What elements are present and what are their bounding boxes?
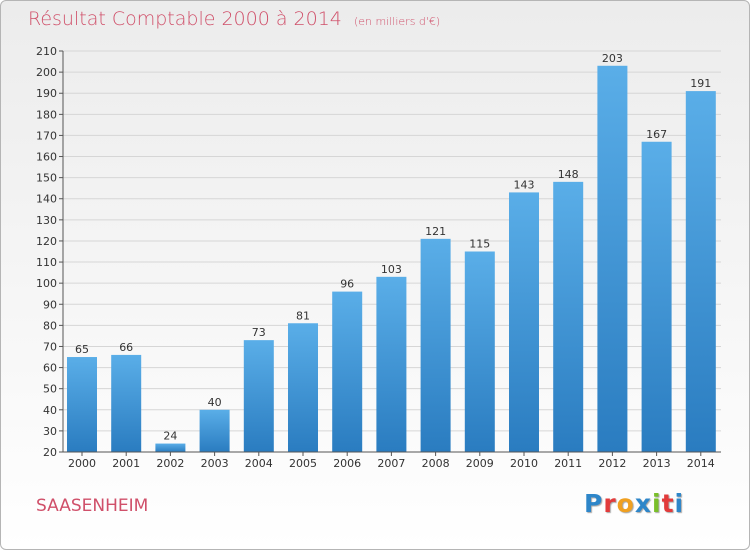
commune-name: SAASENHEIM — [36, 496, 149, 516]
bar-2011 — [553, 181, 584, 452]
y-tick-label: 50 — [43, 383, 57, 396]
y-tick-label: 120 — [36, 235, 57, 248]
x-tick-label: 2002 — [156, 457, 184, 470]
y-tick-label: 60 — [43, 362, 57, 375]
bar-value-label: 148 — [558, 168, 579, 181]
x-tick-label: 2011 — [554, 457, 582, 470]
y-tick-label: 80 — [43, 319, 57, 332]
bar-2004 — [243, 340, 274, 452]
bar-2001 — [111, 354, 142, 452]
y-tick-label: 100 — [36, 277, 57, 290]
bar-2014 — [685, 91, 716, 452]
axes: 20 30 40 50 60 70 80 90 100 110 120 130 140 150 160 170… — [36, 45, 721, 470]
bar-value-label: 96 — [340, 278, 354, 291]
y-tick-label: 180 — [36, 108, 57, 121]
bar-2007 — [376, 276, 407, 452]
x-tick-label: 2012 — [598, 457, 626, 470]
y-tick-label: 130 — [36, 214, 57, 227]
bar-value-label: 65 — [75, 343, 89, 356]
y-tick-label: 170 — [36, 129, 57, 142]
bars: 65 66 24 40 73 81 96 103 121 115 143 148 203 167 191 — [67, 52, 716, 452]
logo-letter: P — [584, 489, 604, 518]
bar-2012 — [597, 65, 628, 452]
y-tick-label: 70 — [43, 340, 57, 353]
logo-letter: i — [652, 489, 662, 518]
y-tick-label: 210 — [36, 45, 57, 58]
bar-2000 — [67, 357, 97, 452]
logo-letter: t — [661, 489, 675, 518]
x-tick-label: 2005 — [289, 457, 317, 470]
chart-title: Résultat Comptable 2000 à 2014 (en milli… — [28, 8, 440, 30]
bar-2009 — [464, 251, 495, 452]
chart-subtitle: (en milliers d'€) — [353, 15, 441, 28]
y-tick-label: 200 — [36, 66, 57, 79]
x-tick-label: 2003 — [201, 457, 229, 470]
x-tick-label: 2006 — [333, 457, 361, 470]
y-tick-label: 140 — [36, 193, 57, 206]
x-tick-label: 2007 — [377, 457, 405, 470]
bar-value-label: 73 — [252, 326, 266, 339]
logo-letter: i — [674, 489, 685, 518]
logo-letter: r — [603, 489, 617, 518]
y-tick-label: 190 — [36, 87, 57, 100]
bar-2010 — [509, 192, 539, 452]
x-tick-label: 2000 — [68, 457, 96, 470]
bar-2013 — [641, 141, 672, 452]
x-tick-label: 2008 — [422, 457, 450, 470]
logo-letter: x — [634, 489, 652, 518]
bar-value-label: 115 — [469, 238, 490, 251]
x-tick-label: 2001 — [112, 457, 140, 470]
bar-value-label: 66 — [119, 341, 133, 354]
y-tick-label: 30 — [43, 425, 57, 438]
bar-2003 — [199, 409, 230, 452]
bar-value-label: 40 — [208, 396, 222, 409]
bar-value-label: 167 — [646, 128, 667, 141]
x-tick-label: 2004 — [245, 457, 273, 470]
y-tick-label: 160 — [36, 151, 57, 164]
bar-2008 — [420, 238, 451, 452]
bar-2006 — [332, 291, 363, 452]
bar-value-label: 143 — [514, 178, 535, 191]
y-tick-label: 40 — [43, 404, 57, 417]
y-tick-label: 20 — [43, 446, 57, 459]
x-tick-label: 2009 — [466, 457, 494, 470]
bar-value-label: 121 — [425, 225, 446, 238]
x-tick-label: 2013 — [643, 457, 671, 470]
logo-letter: o — [616, 489, 635, 518]
bar-value-label: 191 — [690, 77, 711, 90]
bar-2002 — [155, 443, 186, 452]
y-tick-label: 150 — [36, 172, 57, 185]
y-tick-label: 90 — [43, 298, 57, 311]
y-tick-label: 110 — [36, 256, 57, 269]
bar-value-label: 103 — [381, 263, 402, 276]
chart-title-text: Résultat Comptable 2000 à 2014 — [28, 8, 342, 30]
bar-value-label: 203 — [602, 52, 623, 65]
bar-value-label: 81 — [296, 309, 310, 322]
x-tick-label: 2010 — [510, 457, 538, 470]
bar-value-label: 24 — [163, 430, 177, 443]
proxiti-logo: Proxiti — [584, 489, 684, 518]
x-tick-label: 2014 — [687, 457, 715, 470]
bar-2005 — [288, 323, 318, 452]
